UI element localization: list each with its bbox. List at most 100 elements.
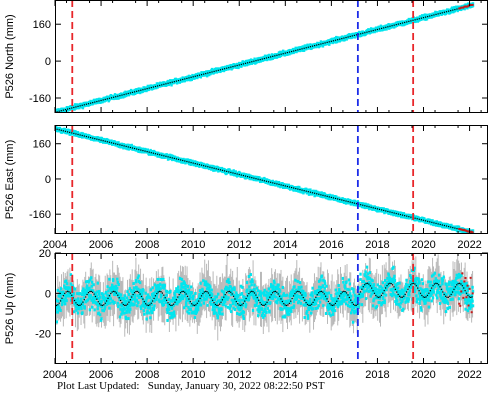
mean-point <box>258 299 260 301</box>
mean-point <box>159 154 161 156</box>
mean-point <box>322 42 324 45</box>
recent-point <box>469 4 472 7</box>
mean-point <box>441 12 443 14</box>
mean-point <box>265 57 268 59</box>
mean-point <box>305 302 307 304</box>
observation-point <box>197 306 200 310</box>
observation-point <box>102 293 105 297</box>
mean-point <box>324 195 326 197</box>
observation-point <box>324 297 327 301</box>
observation-point <box>89 278 92 282</box>
recent-point <box>459 7 462 10</box>
mean-point <box>200 164 203 166</box>
observation-point <box>281 285 285 289</box>
mean-point <box>104 98 106 100</box>
mean-point <box>276 183 278 185</box>
observation-point <box>92 299 96 303</box>
mean-point <box>401 296 403 298</box>
observation-point <box>443 291 446 295</box>
x-tick-label: 2018 <box>365 239 389 251</box>
mean-point <box>263 304 265 306</box>
observation-point <box>182 285 185 289</box>
mean-point <box>242 302 244 304</box>
observation-point <box>223 287 227 291</box>
mean-point <box>320 43 322 45</box>
observation-point <box>437 287 440 291</box>
observation-point <box>112 287 115 291</box>
observation-point <box>310 311 313 315</box>
mean-point <box>344 291 346 293</box>
mean-point <box>297 290 299 292</box>
mean-point <box>453 288 455 290</box>
mean-point <box>140 89 142 91</box>
mean-point <box>117 294 119 296</box>
observation-point <box>107 289 110 293</box>
observation-point <box>379 285 383 289</box>
observation-point <box>114 284 118 288</box>
observation-point <box>383 301 386 305</box>
observation-point <box>330 297 333 301</box>
observation-point <box>381 300 385 304</box>
mean-point <box>58 302 60 304</box>
observation-point <box>221 312 224 316</box>
observation-point <box>295 295 298 299</box>
observation-point <box>394 285 398 289</box>
mean-point <box>420 17 422 19</box>
mean-point <box>145 303 147 305</box>
observation-point <box>396 299 399 303</box>
mean-point <box>100 99 102 102</box>
x-tick-label: 2014 <box>273 369 297 381</box>
recent-point <box>464 277 467 280</box>
observation-point <box>164 301 167 305</box>
mean-point <box>424 16 427 18</box>
mean-point <box>256 297 258 299</box>
observation-point <box>306 316 310 320</box>
y-tick-label: -20 <box>35 329 51 341</box>
mean-point <box>167 302 169 304</box>
observation-point <box>123 311 126 315</box>
observation-point <box>300 297 303 301</box>
mean-point <box>299 292 302 294</box>
observation-point <box>399 305 402 309</box>
observation-point <box>378 296 382 300</box>
observation-point <box>155 295 159 299</box>
observation-point <box>311 294 314 298</box>
observation-point <box>242 316 245 320</box>
observation-point <box>446 301 450 305</box>
observation-point <box>408 289 411 293</box>
mean-point <box>267 56 270 59</box>
observation-point <box>352 306 356 310</box>
observation-point <box>356 294 359 298</box>
mean-point <box>274 290 277 292</box>
observation-point <box>149 316 152 320</box>
observation-point <box>180 285 183 289</box>
observation-point <box>432 273 435 277</box>
mean-point <box>415 285 417 287</box>
mean-point <box>318 43 320 46</box>
mean-point <box>171 304 173 306</box>
observation-point <box>69 273 73 277</box>
mean-point <box>385 210 387 212</box>
mean-point <box>288 302 290 304</box>
observation-point <box>126 290 129 294</box>
mean-point <box>277 293 279 295</box>
observation-point <box>292 306 295 310</box>
recent-point <box>462 229 465 232</box>
mean-point <box>62 109 64 111</box>
observation-point <box>224 296 227 300</box>
observation-point <box>107 297 111 301</box>
mean-point <box>314 192 316 194</box>
observation-point <box>77 304 80 308</box>
x-tick-label: 2008 <box>135 239 159 251</box>
mean-point <box>236 173 238 175</box>
mean-point <box>412 282 415 284</box>
observation-point <box>74 298 78 302</box>
mean-point <box>457 282 459 285</box>
recent-point <box>461 272 464 275</box>
observation-point <box>139 288 142 292</box>
mean-point <box>339 38 341 40</box>
mean-point <box>190 161 192 164</box>
mean-point <box>94 295 97 298</box>
mean-point <box>379 296 381 298</box>
mean-point <box>267 181 270 183</box>
